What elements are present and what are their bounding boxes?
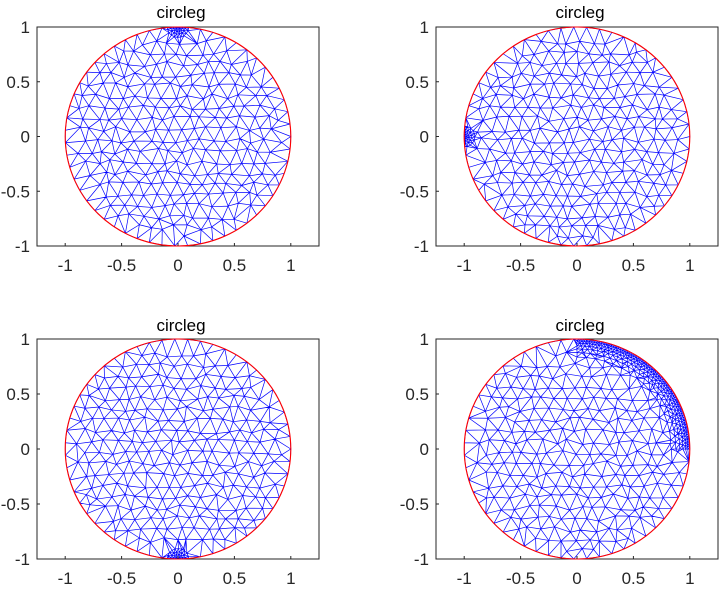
x-tick-label: -1 bbox=[457, 256, 472, 275]
x-tick-label: 0 bbox=[173, 256, 182, 275]
x-tick-label: 0.5 bbox=[223, 569, 247, 588]
x-tick-label: 0 bbox=[572, 569, 581, 588]
x-tick-label: 1 bbox=[685, 569, 694, 588]
y-tick-label: -0.5 bbox=[1, 495, 30, 514]
subplot-title: circleg bbox=[156, 3, 205, 22]
subplot-title: circleg bbox=[156, 316, 205, 335]
x-tick-label: 1 bbox=[286, 256, 295, 275]
y-tick-label: 1 bbox=[420, 330, 429, 349]
subplot-bottom-left: circleg -1 -0.5 0 0.5 1 1 0.5 0 -0.5 -1 bbox=[1, 316, 320, 588]
y-tick-label: -0.5 bbox=[400, 495, 429, 514]
y-tick-label: 1 bbox=[21, 330, 30, 349]
y-tick-label: -1 bbox=[414, 550, 429, 569]
y-tick-label: 0.5 bbox=[405, 385, 429, 404]
x-tick-label: -0.5 bbox=[506, 569, 535, 588]
axes-frame bbox=[36, 338, 320, 560]
y-tick-label: -0.5 bbox=[400, 182, 429, 201]
y-tick-label: 0 bbox=[21, 128, 30, 147]
y-tick-label: -1 bbox=[414, 237, 429, 256]
x-tick-label: 0.5 bbox=[223, 256, 247, 275]
x-tick-label: 0.5 bbox=[622, 256, 646, 275]
x-tick-label: -1 bbox=[457, 569, 472, 588]
subplot-title: circleg bbox=[555, 3, 604, 22]
subplot-top-left: circleg -1 -0.5 0 0.5 1 1 0.5 0 -0.5 -1 bbox=[1, 3, 320, 275]
y-tick-label: 1 bbox=[420, 18, 429, 37]
x-tick-label: -0.5 bbox=[107, 256, 136, 275]
subplot-bottom-right: circleg -1 -0.5 0 0.5 1 1 0.5 0 -0.5 -1 bbox=[400, 316, 719, 588]
subplot-top-right: circleg -1 -0.5 0 0.5 1 1 0.5 0 -0.5 -1 bbox=[400, 3, 719, 275]
x-tick-label: 0.5 bbox=[622, 569, 646, 588]
y-tick-label: 1 bbox=[21, 18, 30, 37]
subplot-title: circleg bbox=[555, 316, 604, 335]
y-tick-label: 0 bbox=[420, 440, 429, 459]
x-tick-label: 0 bbox=[173, 569, 182, 588]
y-tick-label: 0.5 bbox=[6, 385, 30, 404]
axes-frame bbox=[435, 26, 719, 247]
x-tick-label: 1 bbox=[685, 256, 694, 275]
y-tick-label: 0.5 bbox=[405, 73, 429, 92]
y-tick-label: -1 bbox=[15, 550, 30, 569]
x-tick-label: 1 bbox=[286, 569, 295, 588]
x-tick-label: -1 bbox=[58, 569, 73, 588]
y-tick-label: -0.5 bbox=[1, 182, 30, 201]
x-tick-label: -0.5 bbox=[107, 569, 136, 588]
x-tick-label: 0 bbox=[572, 256, 581, 275]
y-tick-label: -1 bbox=[15, 237, 30, 256]
x-tick-label: -0.5 bbox=[506, 256, 535, 275]
y-tick-label: 0 bbox=[420, 128, 429, 147]
y-tick-label: 0.5 bbox=[6, 73, 30, 92]
x-tick-label: -1 bbox=[58, 256, 73, 275]
y-tick-label: 0 bbox=[21, 440, 30, 459]
